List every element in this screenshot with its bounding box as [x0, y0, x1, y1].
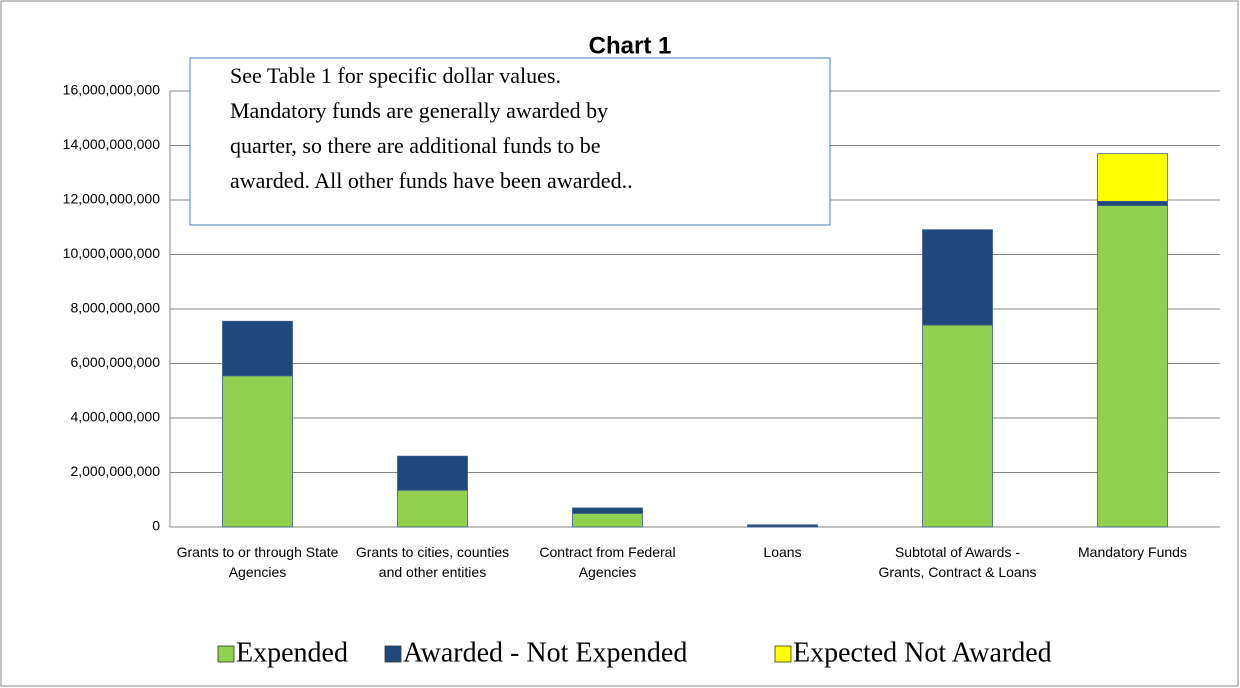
x-tick-label-line: Grants to cities, counties [356, 544, 509, 560]
x-tick-label-line: Agencies [229, 564, 287, 580]
annotation-line: awarded. All other funds have been award… [230, 168, 633, 193]
bar-segment [397, 455, 468, 491]
legend-label: Expended [236, 637, 348, 668]
bar-segment [922, 324, 993, 528]
chart-title: Chart 1 [589, 32, 672, 59]
x-tick-label-line: Grants, Contract & Loans [879, 564, 1037, 580]
x-tick-label-line: Mandatory Funds [1078, 544, 1187, 560]
x-tick-label: Grants to cities, counties and other enti… [356, 544, 509, 580]
x-tick-label: Grants to or through State Agencies [177, 544, 339, 580]
legend-label: Expected Not Awarded [793, 637, 1052, 668]
y-tick-label: 16,000,000,000 [63, 82, 161, 98]
x-tick-label-line: and other entities [379, 564, 486, 580]
annotation-line: See Table 1 for specific dollar values. [230, 63, 561, 88]
y-tick-label: 6,000,000,000 [70, 354, 160, 370]
annotation-box [189, 57, 831, 226]
legend-swatch [384, 645, 402, 663]
x-tick-label-line: Subtotal of Awards - [895, 544, 1020, 560]
x-tick-label: Mandatory Funds [1078, 544, 1187, 560]
x-tick-label-line: Agencies [579, 564, 637, 580]
y-tick-label: 10,000,000,000 [63, 245, 161, 261]
x-tick-label: Contract from Federal Agencies [539, 544, 675, 580]
legend-swatch [217, 645, 235, 663]
bar-segment [572, 512, 643, 528]
y-tick-label: 2,000,000,000 [70, 463, 160, 479]
y-tick-label: 0 [152, 518, 160, 534]
bar-segment [222, 320, 293, 377]
y-tick-label: 4,000,000,000 [70, 409, 160, 425]
x-tick-label-line: Contract from Federal [539, 544, 675, 560]
annotation-line: quarter, so there are additional funds t… [230, 133, 601, 158]
legend-label: Awarded - Not Expended [403, 637, 687, 668]
bar-segment [1097, 153, 1168, 202]
x-tick-label-line: Loans [763, 544, 801, 560]
bar-segment [397, 489, 468, 528]
annotation-line: Mandatory funds are generally awarded by [230, 98, 608, 123]
y-tick-label: 14,000,000,000 [63, 136, 161, 152]
bar-segment [1097, 200, 1168, 206]
x-tick-label-line: Grants to or through State [177, 544, 339, 560]
bar-segment [572, 507, 643, 514]
x-tick-label: Loans [763, 544, 801, 560]
bar-segment [747, 524, 818, 528]
bar-segment [222, 375, 293, 528]
y-tick-label: 8,000,000,000 [70, 300, 160, 316]
y-tick-label: 12,000,000,000 [63, 191, 161, 207]
x-tick-label: Subtotal of Awards - Grants, Contract & L… [879, 544, 1037, 580]
bar-segment [1097, 205, 1168, 528]
legend-swatch [774, 645, 792, 663]
bar-segment [922, 229, 993, 326]
